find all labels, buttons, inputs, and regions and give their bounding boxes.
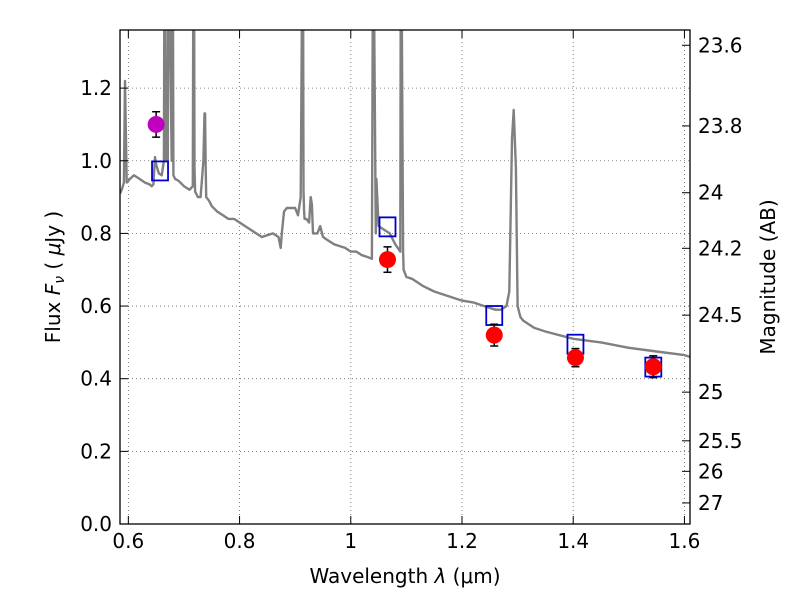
axis-ticks: 0.6 0.8 1 1.2 1.4 1.6 0.0 0.2 0.4 0.6 0.8 1.0 1.2 23.… <box>80 30 743 553</box>
observed-photometry-point <box>485 326 503 344</box>
y-tick-label: 0.6 <box>80 294 112 318</box>
observed-photometry-point <box>378 251 396 269</box>
y2-tick-label: 26 <box>698 459 723 483</box>
x-tick-label: 0.6 <box>112 529 144 553</box>
plot-frame <box>119 29 691 525</box>
plot-background <box>120 30 690 524</box>
data-layer <box>120 30 690 379</box>
y2-tick-label: 23.6 <box>698 33 743 57</box>
y2-tick-label: 23.8 <box>698 114 743 138</box>
x-tick-label: 1.4 <box>557 529 589 553</box>
x-tick-label: 1.6 <box>669 529 701 553</box>
y-tick-label: 0.8 <box>80 221 112 245</box>
observed-photometry-point <box>566 349 584 367</box>
observed-photometry-point <box>644 358 662 376</box>
y2-tick-label: 24.5 <box>698 303 743 327</box>
y2-tick-label: 25.5 <box>698 429 743 453</box>
y2-tick-label: 24 <box>698 181 723 205</box>
y-tick-label: 0.2 <box>80 439 112 463</box>
x-tick-label: 1 <box>344 529 357 553</box>
y-tick-label: 1.0 <box>80 149 112 173</box>
y2-tick-label: 27 <box>698 491 723 515</box>
spectrum-line <box>120 30 690 359</box>
x-tick-label: 1.2 <box>446 529 478 553</box>
observed-photometry-point <box>147 115 165 133</box>
x-tick-label: 0.8 <box>224 529 256 553</box>
y-tick-label: 0.4 <box>80 367 112 391</box>
y2-tick-label: 24.2 <box>698 236 743 260</box>
y-axis-label: Flux Fν ( μJy ) <box>41 211 68 343</box>
y2-tick-label: 25 <box>698 380 723 404</box>
model-photometry-square <box>151 160 169 182</box>
y2-axis-label: Magnitude (AB) <box>756 199 780 354</box>
y-tick-label: 1.2 <box>80 76 112 100</box>
y-tick-label: 0.0 <box>80 512 112 536</box>
x-axis-label: Wavelength λ (μm) <box>309 564 500 588</box>
model-photometry-square <box>378 216 397 238</box>
